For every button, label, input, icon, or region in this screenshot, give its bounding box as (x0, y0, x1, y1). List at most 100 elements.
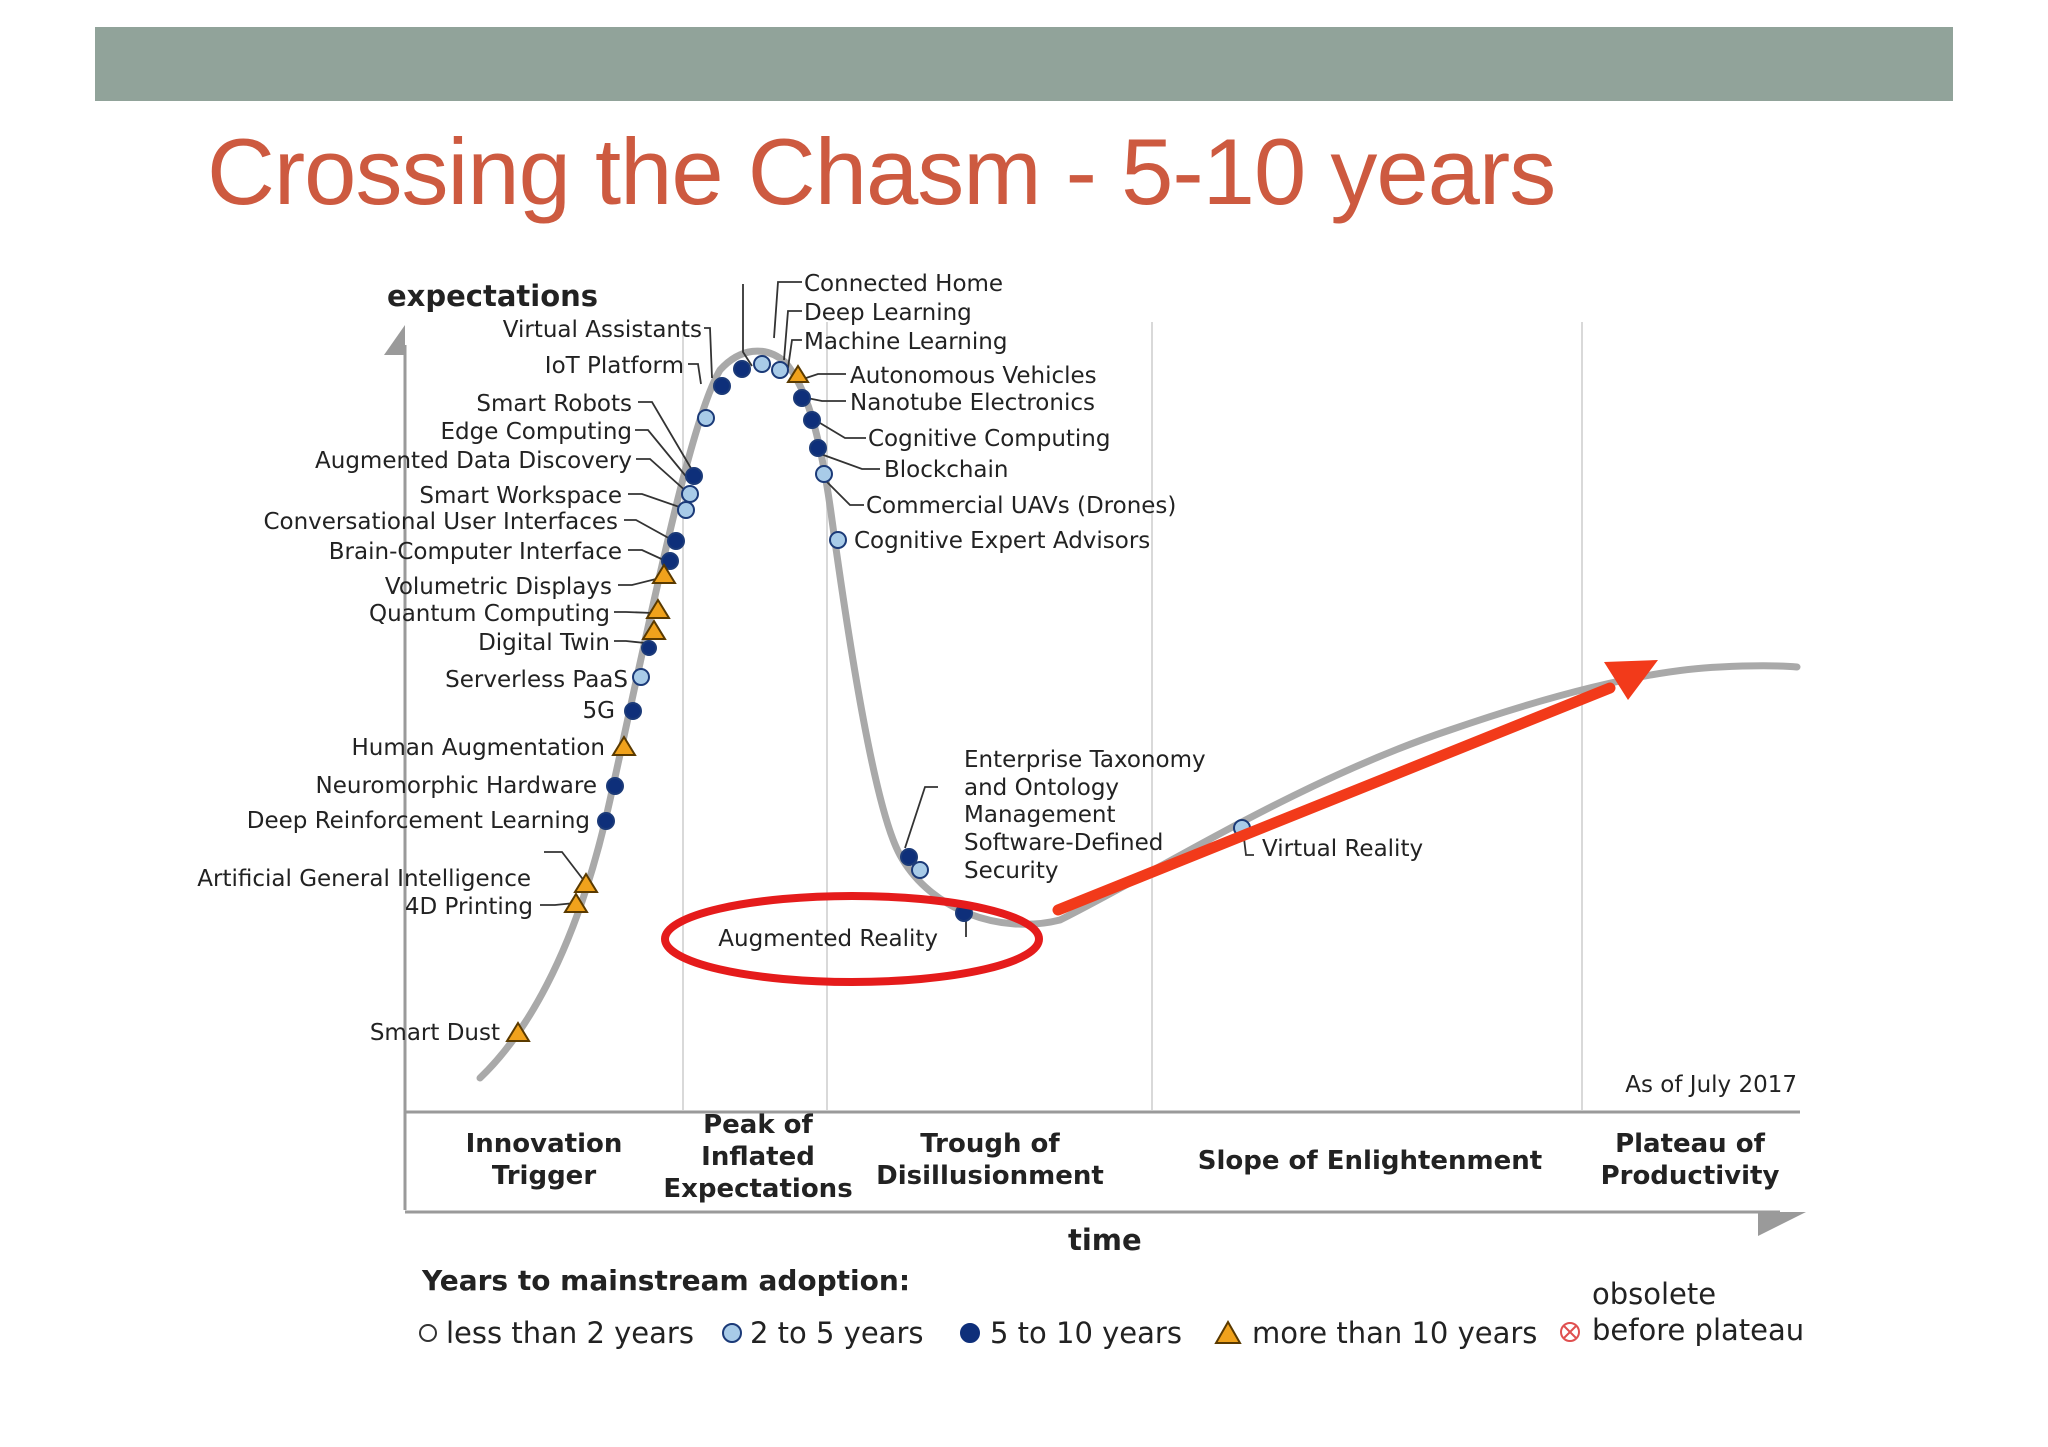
leader-line (636, 458, 689, 494)
tech-label-smart-workspace: Smart Workspace (419, 483, 622, 509)
tech-label-software-defined-2: Security (964, 858, 1058, 884)
leader-line (773, 281, 802, 339)
tech-label-neuromorphic-hardware: Neuromorphic Hardware (316, 773, 597, 799)
legend-label-obsolete-1: obsolete (1592, 1277, 1716, 1311)
tech-label-augmented-reality: Augmented Reality (718, 926, 938, 952)
phase-label-peak-3: Expectations (663, 1174, 852, 1204)
marker-light-circle (771, 361, 789, 379)
marker-dark-circle (641, 640, 657, 656)
phase-label-innovation-1: Innovation (466, 1129, 623, 1159)
title-bar (95, 27, 1953, 101)
as-of-date: As of July 2017 (1625, 1072, 1797, 1098)
x-axis-arrow-icon (1758, 1212, 1806, 1236)
legend-icon-5-to-10 (960, 1323, 980, 1343)
marker-dark-circle (597, 812, 615, 830)
leader-line (638, 401, 693, 471)
marker-triangle (786, 364, 810, 383)
phase-label-peak-2: Inflated (701, 1142, 815, 1172)
marker-dark-circle (733, 360, 751, 378)
tech-label-nanotube-electronics: Nanotube Electronics (850, 390, 1095, 416)
legend-label-obsolete-2: before plateau (1592, 1313, 1804, 1347)
marker-triangle (563, 892, 589, 913)
marker-light-circle (681, 485, 699, 503)
tech-label-blockchain: Blockchain (884, 457, 1009, 483)
marker-dark-circle (900, 848, 918, 866)
marker-triangle (573, 872, 599, 893)
marker-dark-circle (803, 411, 821, 429)
tech-label-5g: 5G (583, 698, 615, 724)
marker-dark-circle (809, 439, 827, 457)
marker-light-circle (815, 465, 833, 483)
highlight-ellipse (661, 892, 1043, 986)
leader-line (628, 493, 689, 511)
legend-label-less-than-2: less than 2 years (446, 1316, 694, 1350)
hype-curve (476, 347, 1801, 1082)
phase-label-peak-1: Peak of (703, 1110, 813, 1140)
marker-light-circle (911, 861, 929, 879)
tech-label-cognitive-expert-advisors: Cognitive Expert Advisors (854, 528, 1150, 554)
legend-icon-more-than-10 (1214, 1319, 1242, 1344)
phase-label-slope: Slope of Enlightenment (1198, 1146, 1542, 1176)
tech-label-iot-platform: IoT Platform (545, 353, 684, 379)
tech-label-commercial-uavs: Commercial UAVs (Drones) (866, 493, 1176, 519)
marker-dark-circle (793, 389, 811, 407)
marker-dark-circle (667, 532, 685, 550)
tech-label-4d-printing: 4D Printing (405, 894, 533, 920)
chasm-arrow-line (1052, 682, 1616, 916)
marker-light-circle (753, 355, 771, 373)
leader-line (614, 640, 646, 644)
legend-label-5-to-10: 5 to 10 years (990, 1316, 1182, 1350)
leader-line (624, 519, 675, 542)
marker-light-circle (632, 668, 650, 686)
phase-label-innovation-2: Trigger (492, 1161, 596, 1191)
tech-label-quantum-computing: Quantum Computing (369, 601, 610, 627)
leader-line (628, 549, 669, 563)
slide-title: Crossing the Chasm - 5-10 years (207, 119, 1556, 224)
tech-label-brain-computer-interface: Brain-Computer Interface (329, 539, 622, 565)
marker-triangle (505, 1021, 531, 1042)
tech-label-cognitive-computing: Cognitive Computing (868, 426, 1110, 452)
tech-label-edge-computing: Edge Computing (441, 419, 633, 445)
marker-light-circle (677, 501, 695, 519)
leader-line (618, 577, 661, 586)
tech-label-enterprise-taxonomy-2: and Ontology (964, 775, 1119, 801)
leader-line (704, 327, 713, 379)
leader-line (787, 339, 802, 369)
leader-line (806, 397, 846, 402)
tech-label-deep-reinforcement-learning: Deep Reinforcement Learning (247, 808, 590, 834)
leader-line (783, 310, 802, 361)
tech-label-digital-twin: Digital Twin (478, 630, 610, 656)
x-axis-label: time (1068, 1223, 1142, 1257)
tech-label-virtual-reality: Virtual Reality (1262, 836, 1423, 862)
marker-dark-circle (685, 467, 703, 485)
tech-label-smart-robots: Smart Robots (476, 391, 632, 417)
legend-icon-less-than-2 (419, 1324, 437, 1342)
tech-label-connected-home: Connected Home (804, 271, 1003, 297)
leader-line (817, 452, 880, 470)
legend-icon-2-to-5 (722, 1323, 742, 1343)
leader-line (904, 786, 938, 849)
chasm-arrow-head-icon (1604, 660, 1658, 700)
tech-label-enterprise-taxonomy-1: Enterprise Taxonomy (964, 747, 1206, 773)
marker-triangle (611, 735, 637, 756)
tech-label-software-defined-1: Software-Defined (964, 830, 1163, 856)
legend-title: Years to mainstream adoption: (421, 1264, 910, 1297)
y-axis-label: expectations (387, 279, 598, 313)
y-axis-arrow-icon (384, 325, 405, 355)
legend-label-2-to-5: 2 to 5 years (750, 1316, 923, 1350)
leader-line (614, 611, 654, 614)
tech-label-augmented-data-discovery: Augmented Data Discovery (315, 448, 632, 474)
leader-line (742, 284, 753, 367)
tech-label-deep-learning: Deep Learning (804, 300, 972, 326)
marker-dark-circle (661, 552, 679, 570)
phase-label-plateau-1: Plateau of (1615, 1129, 1766, 1159)
tech-label-machine-learning: Machine Learning (804, 329, 1007, 355)
phase-label-trough-1: Trough of (920, 1129, 1060, 1159)
tech-label-autonomous-vehicles: Autonomous Vehicles (850, 363, 1097, 389)
leader-line (814, 419, 866, 439)
tech-label-virtual-assistants: Virtual Assistants (503, 317, 702, 343)
phase-label-plateau-2: Productivity (1601, 1161, 1780, 1191)
marker-triangle (651, 563, 677, 584)
leader-line (822, 477, 864, 506)
